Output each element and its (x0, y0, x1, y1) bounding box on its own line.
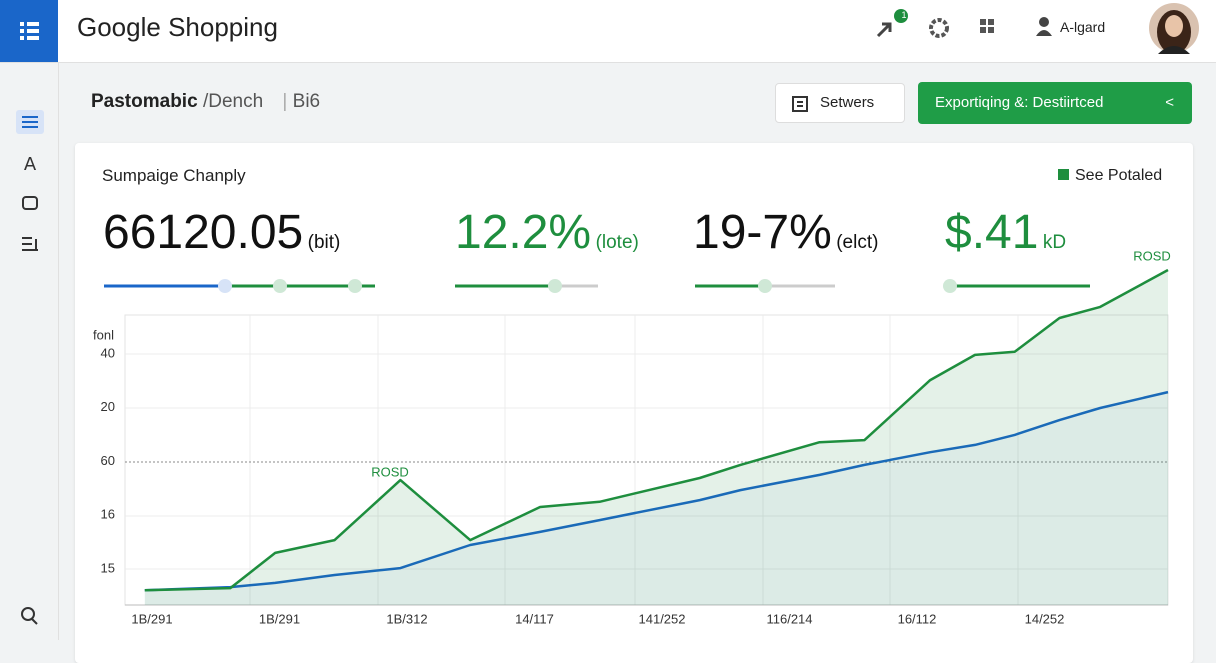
x-tick-label: 14/252 (1025, 611, 1065, 626)
breadcrumb: Pastomabic /Dench | Bi6 (91, 91, 321, 112)
metric-value: 12.2% (455, 206, 592, 259)
x-tick-label: 116/214 (766, 611, 812, 626)
series-line (144, 390, 1169, 592)
x-tick-label: 1B/291 (131, 611, 172, 626)
metric-unit: (lote) (595, 232, 639, 253)
y-tick-label: 15 (101, 560, 115, 575)
annotation: ROSD (1133, 248, 1171, 263)
menu-button[interactable] (0, 0, 58, 62)
sidebar: A (0, 63, 59, 640)
metric: 12.2% (lote) (455, 205, 639, 260)
svg-text:A: A (24, 154, 37, 175)
x-tick-label: 1B/312 (386, 611, 427, 626)
y-axis-title: fonl (93, 327, 114, 342)
series-area (144, 392, 1169, 605)
breadcrumb-sub: /Dench (202, 91, 264, 112)
chart: fonl 40 20 60 16 15 1B/291 1B/291 1B/312 14/117 1… (93, 248, 1171, 626)
top-bar (0, 0, 1216, 63)
avatar[interactable] (1148, 2, 1200, 54)
y-tick-label: 40 (101, 345, 115, 360)
metric: $.41 kD (945, 205, 1066, 260)
app-title: Google Shopping (77, 12, 278, 42)
button-icon (792, 96, 808, 112)
legend: See Potaled (1058, 167, 1162, 185)
y-tick-label: 60 (101, 453, 115, 468)
grid (125, 315, 1168, 605)
metric-unit: kD (1042, 232, 1067, 253)
metric-sliders (104, 279, 1090, 293)
y-tick-label: 16 (101, 507, 115, 522)
series-area (144, 270, 1169, 605)
x-tick-label: 1B/291 (259, 611, 300, 626)
x-tick-label: 141/252 (639, 611, 686, 626)
header-icons (876, 9, 1052, 38)
metric: 19-7% (elct) (693, 205, 878, 260)
metric-value: 66120.05 (103, 206, 304, 259)
metric-value: 19-7% (693, 206, 832, 259)
button-label: Setwers (820, 94, 875, 111)
menu-icon (20, 22, 39, 40)
breadcrumb-title: Pastomabic (91, 91, 198, 112)
metric-value: $.41 (945, 206, 1039, 259)
export-button[interactable]: Exportiqing &: Destiirtced < (918, 82, 1192, 124)
series-line (144, 268, 1169, 592)
notification-badge: 1 (901, 10, 907, 20)
metric: 66120.05 (bit) (103, 205, 340, 260)
user-name[interactable]: A-lgard (1060, 19, 1106, 35)
annotation: ROSD (371, 464, 409, 479)
card (75, 143, 1193, 663)
card-title: Sumpaige Chanply (102, 166, 246, 185)
sidebar-icons: A (16, 110, 44, 625)
x-tick-label: 16/112 (898, 611, 937, 626)
metric-unit: (elct) (836, 232, 879, 253)
x-tick-label: 14/117 (515, 611, 554, 626)
y-tick-label: 20 (101, 399, 115, 414)
metric-unit: (bit) (307, 232, 341, 253)
button-label: Exportiqing &: Destiirtced (935, 94, 1104, 111)
settings-button[interactable]: Setwers (775, 83, 905, 123)
breadcrumb-tag: Bi6 (292, 91, 321, 112)
legend-label: See Potaled (1075, 167, 1163, 184)
